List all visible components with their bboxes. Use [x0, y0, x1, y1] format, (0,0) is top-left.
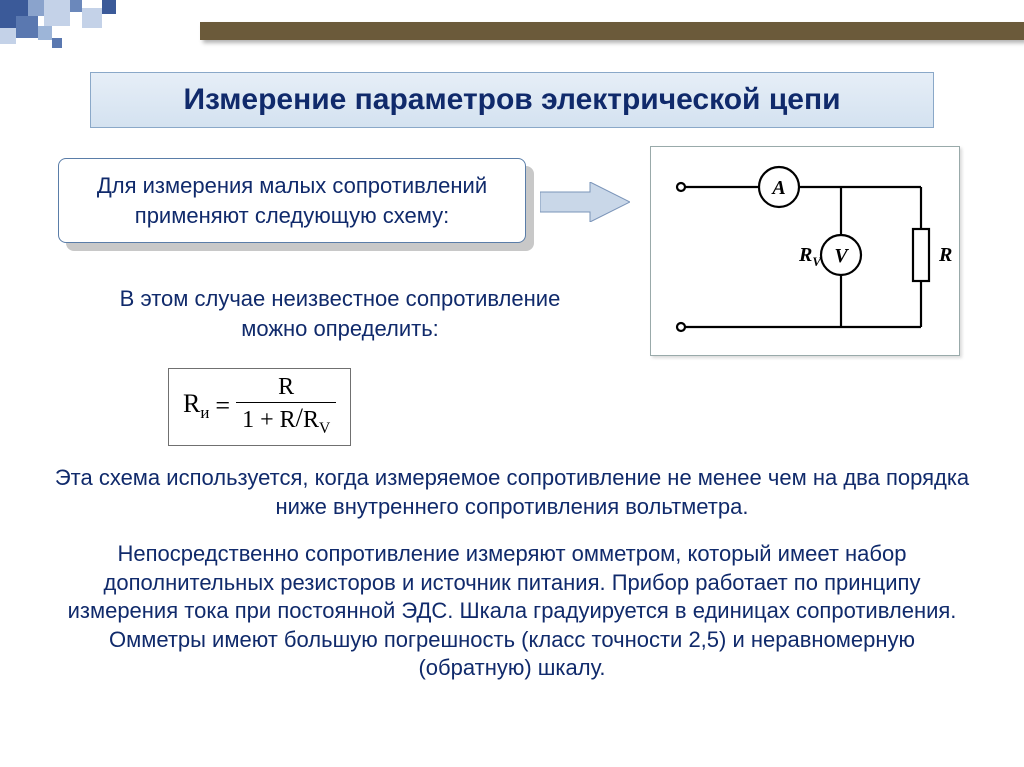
subtitle-wrap: Для измерения малых сопротивлений примен…: [58, 158, 526, 243]
f-eq: =: [215, 391, 230, 421]
f-fraction: R 1 + R/RV: [236, 375, 336, 437]
label-R: R: [938, 244, 952, 266]
t1-line2: можно определить:: [241, 316, 439, 341]
decor-square: [70, 0, 82, 12]
paragraph-2: Непосредственно сопротивление измеряют о…: [50, 540, 974, 683]
f-lhs-sub: и: [200, 403, 209, 422]
arrow-shape: [540, 182, 630, 222]
f-den-R: R: [303, 407, 319, 433]
subtitle-line1: Для измерения малых сопротивлений: [97, 173, 487, 198]
label-A: A: [770, 177, 785, 199]
circuit-diagram: A V RV R: [650, 146, 960, 356]
f-den-pre: 1 + R: [242, 407, 296, 433]
arrow-icon: [540, 182, 630, 222]
decor-square: [82, 8, 102, 28]
f-den: 1 + R/RV: [236, 402, 336, 437]
text-block-1: В этом случае неизвестное сопротивление …: [80, 284, 600, 343]
decor-square: [102, 0, 116, 14]
f-lhs-R: R: [183, 389, 200, 418]
t1-line1: В этом случае неизвестное сопротивление: [120, 286, 561, 311]
formula: Rи = R 1 + R/RV: [168, 368, 351, 446]
decor-square: [28, 0, 44, 16]
subtitle-line2: применяют следующую схему:: [135, 203, 449, 228]
decor-bar: [200, 22, 1024, 40]
label-V: V: [834, 245, 849, 267]
decor-square: [52, 38, 62, 48]
f-den-slash: /: [296, 402, 303, 432]
f-den-sub: V: [319, 420, 330, 437]
decor-top: [0, 0, 1024, 48]
decor-square: [44, 0, 70, 26]
paragraph-1: Эта схема используется, когда измеряемое…: [50, 464, 974, 521]
decor-square: [38, 26, 52, 40]
page-title: Измерение параметров электрической цепи: [183, 83, 840, 116]
f-lhs: Rи: [183, 389, 209, 423]
subtitle-box: Для измерения малых сопротивлений примен…: [58, 158, 526, 243]
title-box: Измерение параметров электрической цепи: [90, 72, 934, 128]
f-num: R: [272, 375, 300, 402]
decor-square: [0, 28, 16, 44]
decor-square: [16, 16, 38, 38]
label-Rv: RV: [798, 244, 822, 269]
circuit-svg: A V RV R: [651, 147, 961, 357]
